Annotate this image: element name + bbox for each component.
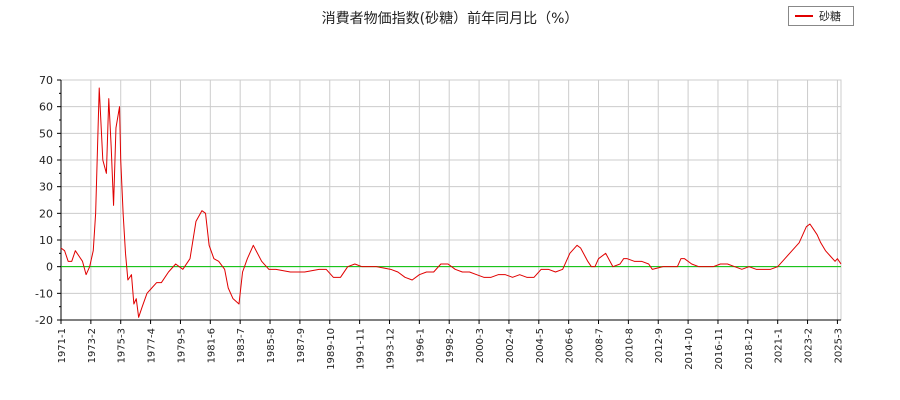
y-tick-label: 0 — [46, 261, 53, 274]
x-tick-label: 1979-5 — [176, 328, 187, 363]
x-tick-label: 1971-1 — [57, 328, 68, 363]
y-axis: -20 -10 0 10 20 30 40 50 60 70 — [35, 74, 62, 327]
x-tick-label: 2025-3 — [833, 328, 844, 363]
x-tick-label: 1989-10 — [326, 328, 337, 370]
x-tick-label: 2016-11 — [714, 328, 725, 370]
x-tick-label: 1998-2 — [445, 328, 456, 363]
x-axis: 1971-1 1973-2 1975-3 1977-4 1979-5 1981-6 1983… — [57, 319, 844, 370]
x-tick-label: 1987-9 — [296, 328, 307, 363]
x-tick-label: 2018-12 — [744, 328, 755, 370]
y-tick-label: 60 — [39, 101, 53, 114]
x-tick-label: 2023-2 — [804, 328, 815, 363]
x-tick-label: 1985-8 — [266, 328, 277, 363]
x-tick-label: 2000-3 — [475, 328, 486, 363]
y-tick-label: -10 — [35, 287, 53, 300]
x-tick-label: 2021-1 — [774, 328, 785, 363]
plot-frame — [60, 79, 842, 321]
chart-title: 消費者物価指数(砂糖）前年同月比（%） — [321, 11, 579, 27]
x-tick-label: 1975-3 — [117, 328, 128, 363]
y-tick-label: 70 — [39, 74, 53, 87]
y-tick-label: 30 — [39, 181, 53, 194]
x-tick-label: 1991-11 — [356, 328, 367, 370]
x-tick-label: 1981-6 — [206, 328, 217, 363]
y-tick-label: 20 — [39, 207, 53, 220]
x-tick-label: 1983-7 — [236, 328, 247, 363]
x-tick-label: 1996-1 — [415, 328, 426, 363]
x-tick-label: 2010-8 — [624, 328, 635, 363]
y-tick-label: 10 — [39, 234, 53, 247]
x-tick-label: 1977-4 — [147, 328, 158, 363]
legend-swatch — [795, 15, 813, 17]
x-tick-label: 1993-12 — [385, 328, 396, 370]
series-line-0 — [60, 87, 842, 318]
legend: 砂糖 — [788, 6, 854, 26]
x-tick-label: 2004-5 — [535, 328, 546, 363]
x-tick-label: 2006-6 — [565, 328, 576, 363]
x-tick-label: 2002-4 — [505, 328, 516, 363]
legend-label: 砂糖 — [819, 10, 841, 23]
x-tick-label: 1973-2 — [87, 328, 98, 363]
x-tick-label: 2008-7 — [595, 328, 606, 363]
y-tick-label: 40 — [39, 154, 53, 167]
series-layer — [60, 87, 842, 318]
y-tick-label: 50 — [39, 127, 53, 140]
x-tick-label: 2012-9 — [654, 328, 665, 363]
grid — [60, 79, 841, 321]
x-tick-label: 2014-10 — [684, 328, 695, 370]
y-tick-label: -20 — [35, 314, 53, 327]
